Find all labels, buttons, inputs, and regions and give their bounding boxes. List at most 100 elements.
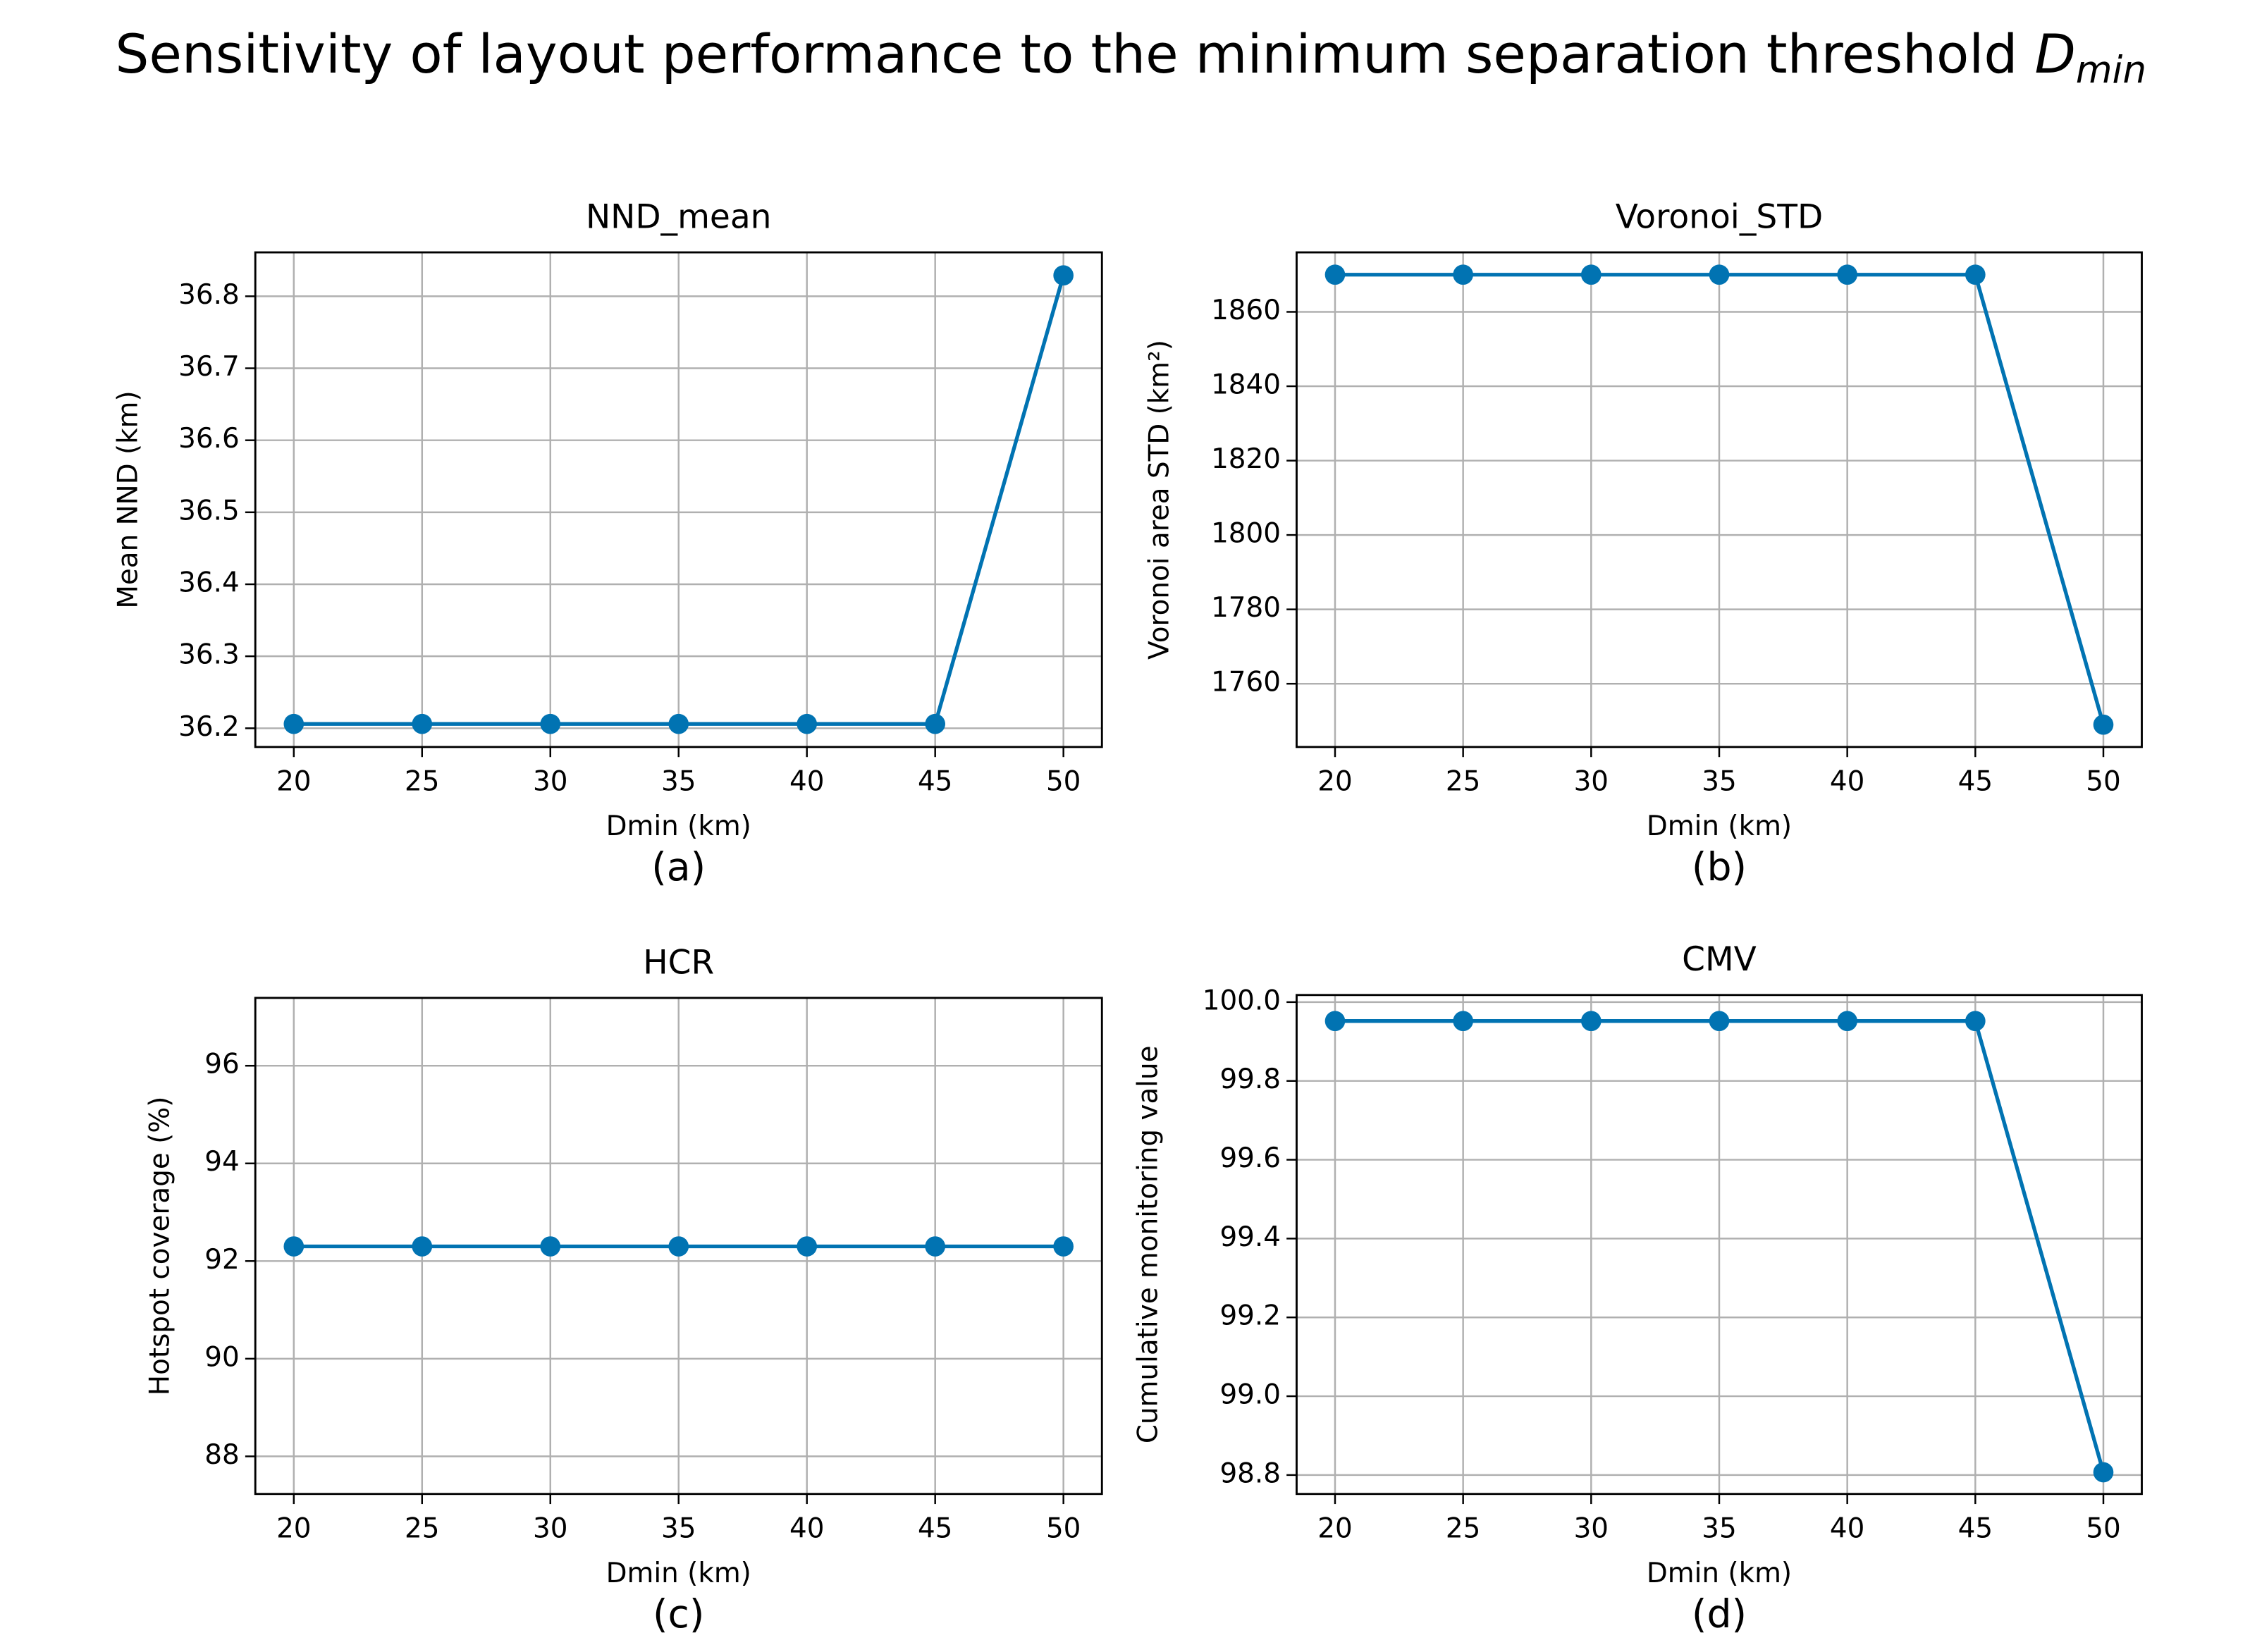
y-tick-label: 36.3 — [178, 639, 240, 671]
x-tick-label: 30 — [533, 1512, 567, 1544]
x-tick-label: 50 — [2086, 1512, 2120, 1544]
plot-frame — [1296, 251, 2143, 748]
plot-frame — [254, 251, 1103, 748]
data-point — [797, 713, 818, 734]
plot-frame — [254, 997, 1103, 1496]
data-point — [283, 713, 305, 734]
y-axis-label: Voronoi area STD (km²) — [1144, 340, 1176, 660]
title-text: Sensitivity of layout performance to the… — [115, 23, 2017, 85]
data-point — [925, 1236, 946, 1257]
y-tick-label: 90 — [204, 1341, 239, 1373]
data-point — [1324, 1011, 1346, 1032]
title-symbol: D — [2034, 23, 2075, 85]
data-point — [1837, 1011, 1857, 1032]
y-tick-label: 88 — [204, 1439, 239, 1471]
x-tick-label: 50 — [1046, 766, 1081, 798]
x-tick-label: 45 — [918, 766, 952, 798]
x-tick-label: 50 — [2086, 766, 2120, 798]
y-tick-label: 92 — [204, 1244, 239, 1276]
x-tick-label: 40 — [789, 766, 824, 798]
data-point — [412, 1236, 433, 1257]
title-subscript: min — [2076, 48, 2146, 92]
y-tick-label: 99.2 — [1219, 1300, 1281, 1332]
x-tick-label: 45 — [1958, 766, 1993, 798]
x-tick-label: 20 — [276, 1512, 311, 1544]
y-axis-label: Cumulative monitoring value — [1132, 1045, 1164, 1443]
data-point — [412, 713, 433, 734]
data-point — [925, 713, 946, 734]
y-tick-label: 99.8 — [1219, 1064, 1281, 1095]
data-point — [540, 713, 561, 734]
data-point — [1053, 265, 1074, 286]
x-tick-label: 30 — [1574, 1512, 1609, 1544]
data-point — [1709, 264, 1730, 285]
data-point — [1453, 1011, 1473, 1032]
x-tick-label: 25 — [1446, 766, 1480, 798]
y-tick-label: 98.8 — [1219, 1457, 1281, 1489]
data-point — [668, 1236, 689, 1257]
data-point — [1324, 264, 1346, 285]
data-point — [668, 713, 689, 734]
subplot-title: HCR — [643, 943, 714, 982]
x-tick-label: 25 — [1446, 1512, 1480, 1544]
data-point — [283, 1236, 305, 1257]
y-tick-label: 36.8 — [178, 279, 240, 311]
y-axis-label: Mean NND (km) — [113, 390, 145, 608]
data-point — [1965, 1011, 1986, 1032]
data-point — [2093, 1462, 2114, 1483]
x-axis-label: Dmin (km) — [606, 1558, 751, 1589]
y-tick-label: 36.5 — [178, 495, 240, 526]
x-tick-label: 35 — [1702, 1512, 1736, 1544]
y-tick-label: 1840 — [1211, 369, 1281, 401]
y-tick-label: 36.4 — [178, 567, 240, 599]
y-tick-label: 99.4 — [1219, 1221, 1281, 1253]
x-tick-label: 30 — [1574, 766, 1609, 798]
y-tick-label: 99.6 — [1219, 1142, 1281, 1174]
panel-label: (c) — [653, 1592, 704, 1637]
y-tick-label: 94 — [204, 1146, 239, 1178]
x-tick-label: 25 — [405, 766, 439, 798]
x-tick-label: 25 — [405, 1512, 439, 1544]
data-point — [1580, 264, 1602, 285]
x-tick-label: 40 — [1830, 1512, 1864, 1544]
data-point — [797, 1236, 818, 1257]
x-tick-label: 40 — [1830, 766, 1864, 798]
x-tick-label: 35 — [661, 766, 696, 798]
y-axis-label: Hotspot coverage (%) — [145, 1097, 176, 1396]
x-tick-label: 20 — [1317, 1512, 1352, 1544]
x-tick-label: 35 — [661, 1512, 696, 1544]
y-tick-label: 99.0 — [1219, 1379, 1281, 1411]
x-tick-label: 20 — [276, 766, 311, 798]
subplot-title: Voronoi_STD — [1616, 198, 1823, 237]
x-axis-label: Dmin (km) — [1647, 1558, 1792, 1589]
y-tick-label: 36.7 — [178, 351, 240, 383]
x-axis-label: Dmin (km) — [606, 810, 751, 842]
y-tick-label: 1800 — [1211, 518, 1281, 550]
y-tick-label: 1820 — [1211, 443, 1281, 475]
data-point — [1580, 1011, 1602, 1032]
x-tick-label: 30 — [533, 766, 567, 798]
data-point — [1965, 264, 1986, 285]
panel-label: (b) — [1692, 845, 1747, 890]
data-point — [1837, 264, 1857, 285]
subplot-title: NND_mean — [586, 198, 772, 237]
x-tick-label: 45 — [1958, 1512, 1993, 1544]
panel-label: (a) — [651, 845, 706, 890]
data-point — [1453, 264, 1473, 285]
y-tick-label: 1760 — [1211, 667, 1281, 698]
y-tick-label: 100.0 — [1203, 985, 1281, 1016]
data-point — [2093, 714, 2114, 735]
data-point — [540, 1236, 561, 1257]
y-tick-label: 36.2 — [178, 711, 240, 743]
data-point — [1709, 1011, 1730, 1032]
data-point — [1053, 1236, 1074, 1257]
plot-frame — [1296, 994, 2143, 1496]
x-tick-label: 40 — [789, 1512, 824, 1544]
subplot-title: CMV — [1682, 940, 1757, 979]
x-tick-label: 45 — [918, 1512, 952, 1544]
x-axis-label: Dmin (km) — [1647, 810, 1792, 842]
y-tick-label: 96 — [204, 1049, 239, 1080]
y-tick-label: 1860 — [1211, 295, 1281, 326]
